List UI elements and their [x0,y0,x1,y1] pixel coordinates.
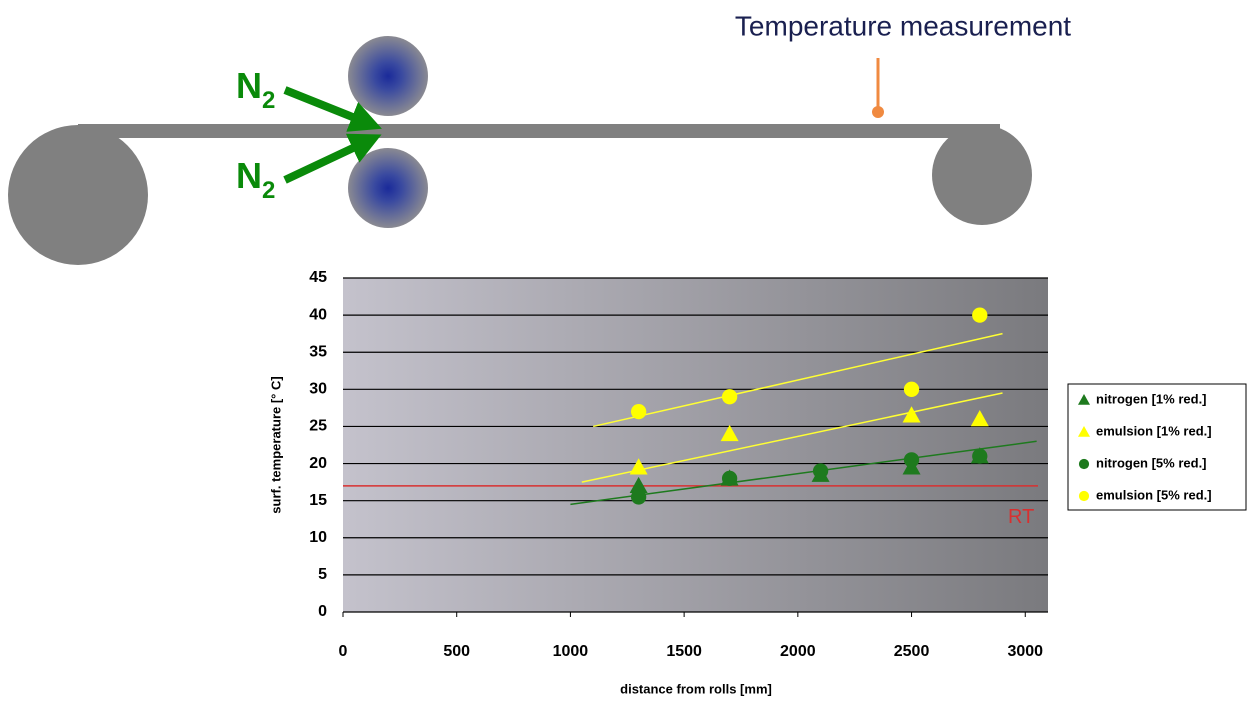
y-tick-label: 45 [309,269,327,286]
legend-label: nitrogen [1% red.] [1096,391,1207,406]
x-axis-title: distance from rolls [mm] [620,681,772,696]
point [972,448,987,463]
sensor-tip [872,106,884,118]
x-tick-label: 3000 [1007,643,1043,660]
y-tick-label: 20 [309,455,327,472]
y-tick-label: 10 [309,529,327,546]
measurement-label: Temperature measurement [735,10,1071,41]
point [904,382,919,397]
y-tick-label: 35 [309,343,327,360]
y-tick-label: 5 [318,566,327,583]
legend-label: nitrogen [5% red.] [1096,455,1207,470]
strip [78,124,1000,138]
legend-label: emulsion [5% red.] [1096,487,1212,502]
x-tick-label: 2500 [894,643,930,660]
y-axis-title: surf. temperature [° C] [268,376,283,513]
point [904,452,919,467]
coil [932,125,1032,225]
legend-label: emulsion [1% red.] [1096,423,1212,438]
y-tick-label: 15 [309,492,327,509]
figure: N2 N2 Temperature measurement distance f… [0,0,1248,701]
mill-diagram: N2 N2 Temperature measurement [8,10,1071,265]
plot-area [343,278,1048,612]
y-tick-label: 40 [309,306,327,323]
gas-subscript: 2 [262,87,275,114]
y-tick-label: 25 [309,418,327,435]
point [631,404,646,419]
gas-subscript: 2 [262,177,275,204]
point [972,307,987,322]
coil [8,125,148,265]
point [813,463,828,478]
reference-label: RT [1008,506,1034,528]
x-tick-label: 0 [339,643,348,660]
y-tick-label: 30 [309,381,327,398]
point [631,489,646,504]
gas-symbol: N [236,65,262,106]
point [722,389,737,404]
gas-symbol: N [236,155,262,196]
gas-label: N2 [236,155,275,205]
y-tick-label: 0 [318,603,327,620]
x-tick-label: 2000 [780,643,816,660]
gas-label: N2 [236,65,275,115]
point [722,471,737,486]
work-roll [348,36,428,116]
x-tick-label: 500 [443,643,470,660]
x-tick-label: 1500 [666,643,702,660]
legend-marker [1079,459,1089,469]
legend-marker [1079,491,1089,501]
x-tick-label: 1000 [553,643,589,660]
work-roll [348,148,428,228]
